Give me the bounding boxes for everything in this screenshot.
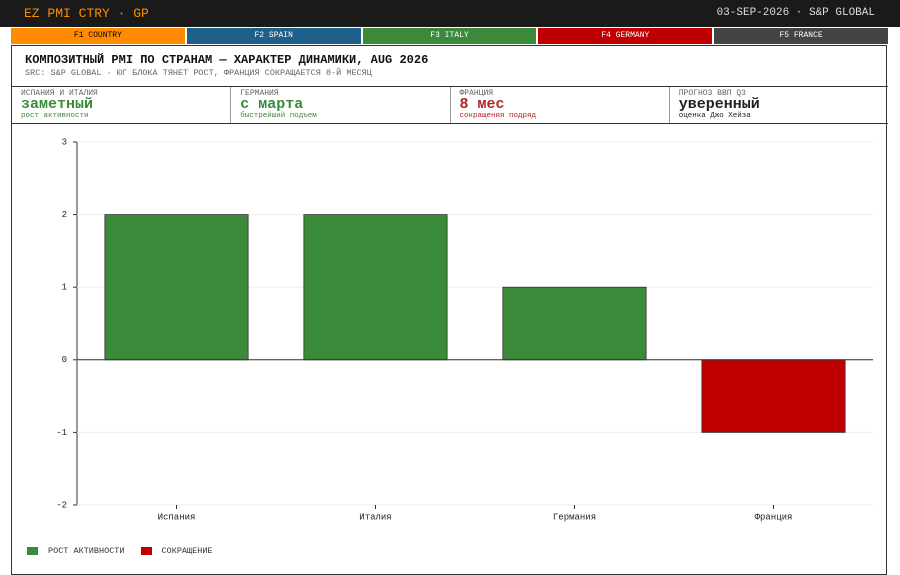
legend-item: РОСТ АКТИВНОСТИ — [27, 546, 125, 556]
kpi-cell: ГЕРМАНИЯ с марта быстрейший подъем — [231, 87, 451, 123]
kpi-cell: ИСПАНИЯ И ИТАЛИЯ заметный рост активности — [12, 87, 232, 123]
y-tick-label: 2 — [62, 210, 67, 220]
kpi-cell: ПРОГНОЗ ВВП Q3 уверенный оценка Джо Хейза — [670, 87, 888, 123]
kpi-cell: ФРАНЦИЯ 8 мес сокращения подряд — [451, 87, 670, 123]
x-tick-label: Германия — [553, 512, 596, 522]
kpi-label: ФРАНЦИЯ — [459, 89, 494, 98]
kpi-value: 8 мес — [459, 96, 505, 113]
kpi-value: с марта — [240, 96, 304, 113]
legend-swatch — [140, 547, 152, 555]
legend: РОСТ АКТИВНОСТИ СОКРАЩЕНИЕ — [27, 546, 213, 556]
tab[interactable]: F3 ITALY — [362, 28, 537, 44]
legend-label: СОКРАЩЕНИЕ — [161, 546, 213, 556]
y-tick-label: 0 — [62, 355, 67, 365]
kpi-note: оценка Джо Хейза — [678, 112, 751, 120]
kpi-note: сокращения подряд — [459, 112, 537, 120]
kpi-value: заметный — [21, 96, 94, 113]
tab[interactable]: F5 FRANCE — [714, 28, 888, 44]
bar — [502, 286, 647, 361]
kpi-label: ПРОГНОЗ ВВП Q3 — [678, 89, 746, 98]
kpi-value: уверенный — [678, 96, 760, 113]
kpi-note: быстрейший подъем — [240, 112, 317, 120]
tab[interactable]: F1 COUNTRY — [11, 28, 185, 44]
x-tick-label: Италия — [359, 512, 391, 522]
bar — [104, 214, 249, 361]
kpi-note: рост активности — [21, 112, 89, 120]
legend-label: РОСТ АКТИВНОСТИ — [48, 546, 125, 556]
legend-item: СОКРАЩЕНИЕ — [140, 546, 213, 556]
panel-subtitle: SRC: S&P GLOBAL · ЮГ БЛОКА ТЯНЕТ РОСТ, Ф… — [25, 68, 372, 78]
tab-bar: F1 COUNTRY F2 SPAIN F3 ITALY F4 GERMANY F5 F… — [11, 28, 888, 44]
kpi-row: ИСПАНИЯ И ИТАЛИЯ заметный рост активности Г… — [12, 86, 888, 124]
tab[interactable]: F2 SPAIN — [186, 28, 361, 44]
x-tick-label: Испания — [158, 512, 196, 522]
kpi-label: ИСПАНИЯ И ИТАЛИЯ — [21, 89, 98, 98]
bar — [303, 214, 448, 361]
panel-title: КОМПОЗИТНЫЙ PMI ПО СТРАНАМ — ХАРАКТЕР ДИ… — [25, 53, 429, 67]
top-bar: EZ PMI CTRY · GP 03-SEP-2026 · S&P GLOBA… — [0, 0, 900, 27]
y-tick-label: 3 — [62, 137, 67, 147]
y-tick-label: -1 — [56, 428, 67, 438]
x-tick-label: Франция — [755, 512, 793, 522]
date-source: 03-SEP-2026 · S&P GLOBAL — [716, 7, 875, 19]
chart: -2 -1 0 1 2 3 Испания Италия Германия Франция — [56, 137, 873, 522]
bar — [701, 359, 846, 433]
y-tick-label: -2 — [56, 500, 67, 510]
app-title: EZ PMI CTRY · GP — [24, 6, 149, 21]
legend-swatch — [27, 547, 38, 555]
tab[interactable]: F4 GERMANY — [538, 28, 713, 44]
y-tick-label: 1 — [62, 283, 67, 293]
kpi-label: ГЕРМАНИЯ — [240, 89, 279, 98]
